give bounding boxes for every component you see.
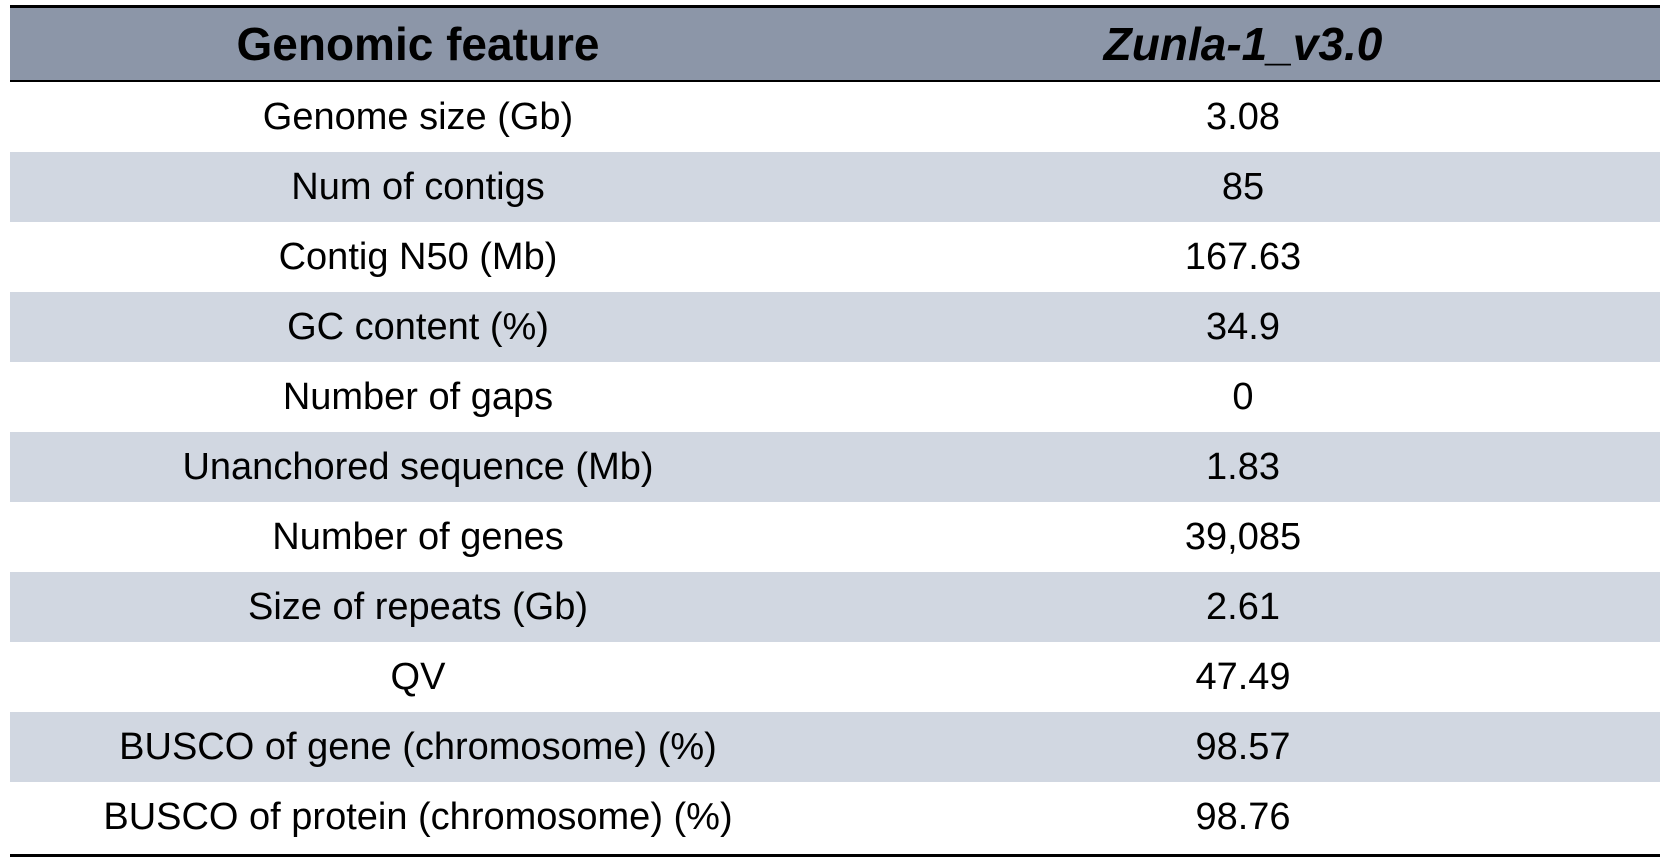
table-body: Genome size (Gb) 3.08 Num of contigs 85 Cont…: [10, 82, 1660, 852]
value-cell: 0: [1232, 375, 1254, 418]
value-cell: 47.49: [1195, 655, 1291, 698]
table-row: Contig N50 (Mb) 167.63: [10, 222, 1660, 292]
table-row: Number of gaps 0: [10, 362, 1660, 432]
genome-stats-table: Genomic feature Zunla-1_v3.0 Genome size…: [10, 5, 1660, 857]
table-row: BUSCO of protein (chromosome) (%) 98.76: [10, 782, 1660, 852]
value-cell: 39,085: [1184, 515, 1302, 558]
value-cell: 85: [1221, 165, 1265, 208]
feature-cell: Number of genes: [272, 515, 564, 558]
table-header-row: Genomic feature Zunla-1_v3.0: [10, 8, 1660, 82]
value-cell: 167.63: [1184, 235, 1302, 278]
value-cell: 98.57: [1195, 725, 1291, 768]
feature-cell: Contig N50 (Mb): [278, 235, 558, 278]
table-row: Num of contigs 85: [10, 152, 1660, 222]
top-rule: [10, 5, 1660, 8]
feature-cell: QV: [390, 655, 446, 698]
feature-cell: Unanchored sequence (Mb): [182, 445, 654, 488]
value-cell: 3.08: [1206, 95, 1280, 138]
table-row: GC content (%) 34.9: [10, 292, 1660, 362]
table-row: Unanchored sequence (Mb) 1.83: [10, 432, 1660, 502]
table-row: QV 47.49: [10, 642, 1660, 712]
value-cell: 2.61: [1206, 585, 1280, 628]
table-row: Size of repeats (Gb) 2.61: [10, 572, 1660, 642]
feature-cell: GC content (%): [287, 305, 549, 348]
feature-cell: Num of contigs: [291, 165, 545, 208]
feature-cell: BUSCO of gene (chromosome) (%): [119, 725, 717, 768]
feature-cell: Number of gaps: [282, 375, 554, 418]
feature-cell: Genome size (Gb): [262, 95, 574, 138]
table-row: Number of genes 39,085: [10, 502, 1660, 572]
table-row: Genome size (Gb) 3.08: [10, 82, 1660, 152]
value-cell: 98.76: [1195, 795, 1291, 838]
feature-cell: Size of repeats (Gb): [247, 585, 589, 628]
value-cell: 34.9: [1206, 305, 1280, 348]
table-row: BUSCO of gene (chromosome) (%) 98.57: [10, 712, 1660, 782]
feature-cell: BUSCO of protein (chromosome) (%): [103, 795, 733, 838]
header-feature: Genomic feature: [236, 18, 600, 70]
value-cell: 1.83: [1206, 445, 1280, 488]
header-assembly: Zunla-1_v3.0: [1103, 18, 1383, 70]
